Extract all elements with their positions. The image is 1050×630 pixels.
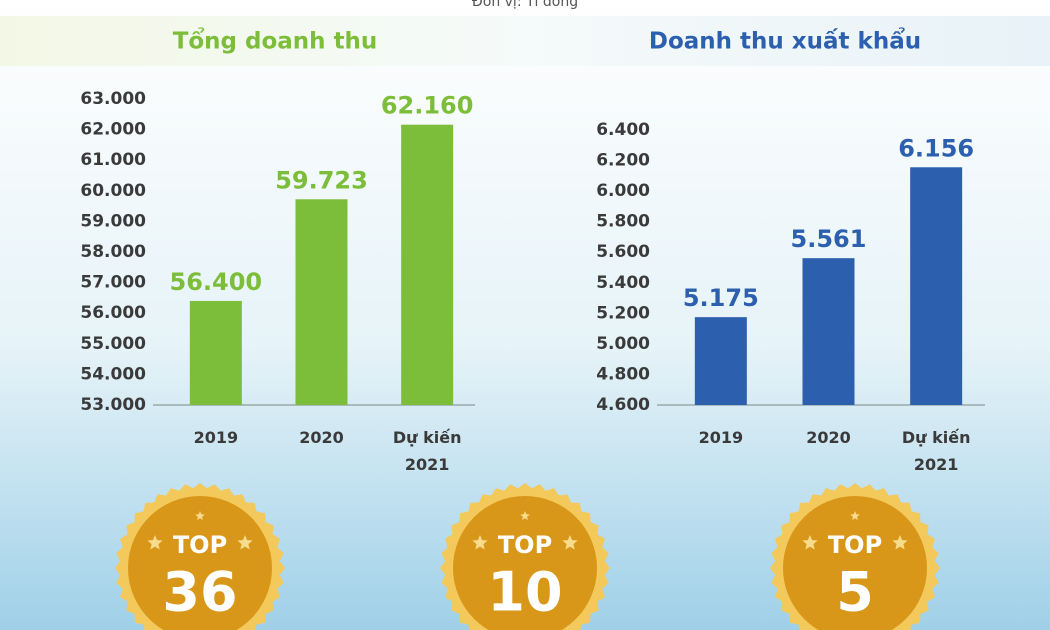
value-label: 56.400 xyxy=(170,268,263,296)
y-tick-label: 59.000 xyxy=(80,211,146,231)
x-tick-label: 2019 xyxy=(194,428,239,447)
bar xyxy=(189,300,242,405)
y-tick-label: 4.600 xyxy=(596,395,650,415)
badge-face xyxy=(128,496,272,630)
bar xyxy=(295,199,348,405)
y-tick-label: 5.800 xyxy=(596,212,650,232)
y-tick-label: 6.000 xyxy=(596,181,650,201)
y-tick-label: 56.000 xyxy=(80,303,146,323)
star-icon xyxy=(237,535,253,550)
value-label: 62.160 xyxy=(381,92,474,120)
x-tick-label: 2020 xyxy=(806,428,851,447)
y-tick-label: 63.000 xyxy=(80,89,146,109)
y-tick-label: 55.000 xyxy=(80,334,146,354)
y-tick-label: 61.000 xyxy=(80,150,146,170)
title-band xyxy=(0,16,1050,66)
star-icon xyxy=(562,535,578,550)
badge-face xyxy=(453,496,597,630)
chart-title: Doanh thu xuất khẩu xyxy=(649,27,921,55)
star-icon xyxy=(195,511,205,520)
badge-label: TOP xyxy=(173,531,227,559)
bar xyxy=(694,317,747,405)
star-icon xyxy=(520,511,530,520)
y-tick-label: 53.000 xyxy=(80,395,146,415)
y-tick-label: 62.000 xyxy=(80,120,146,140)
y-tick-label: 54.000 xyxy=(80,364,146,384)
y-tick-label: 5.600 xyxy=(596,242,650,262)
x-tick-label: 2020 xyxy=(299,428,344,447)
y-tick-label: 5.000 xyxy=(596,334,650,354)
badge-rank: 10 xyxy=(487,561,562,624)
bar xyxy=(802,258,855,405)
star-icon xyxy=(850,511,860,520)
value-label: 59.723 xyxy=(275,166,368,194)
bar xyxy=(910,167,963,405)
value-label: 5.175 xyxy=(683,284,759,312)
y-tick-label: 58.000 xyxy=(80,242,146,262)
y-tick-label: 60.000 xyxy=(80,181,146,201)
y-tick-label: 6.400 xyxy=(596,120,650,140)
star-icon xyxy=(472,535,488,550)
bar xyxy=(401,124,454,405)
value-label: 5.561 xyxy=(791,225,867,253)
x-tick-label: Dự kiến 2021 xyxy=(393,428,462,474)
star-icon xyxy=(802,535,818,550)
y-tick-label: 6.200 xyxy=(596,151,650,171)
badge-rank: 5 xyxy=(836,561,874,624)
badge-face xyxy=(783,496,927,630)
star-icon xyxy=(147,535,163,550)
star-icon xyxy=(892,535,908,550)
badge-label: TOP xyxy=(498,531,552,559)
y-tick-label: 5.400 xyxy=(596,273,650,293)
x-tick-label: Dự kiến 2021 xyxy=(902,428,971,474)
badge-rank: 36 xyxy=(162,561,237,624)
value-label: 6.156 xyxy=(898,134,974,162)
x-tick-label: 2019 xyxy=(699,428,744,447)
y-tick-label: 57.000 xyxy=(80,273,146,293)
badge-label: TOP xyxy=(828,531,882,559)
chart-title: Tổng doanh thu xyxy=(173,27,378,55)
y-tick-label: 4.800 xyxy=(596,364,650,384)
unit-note: Đơn vị: Tỉ đồng xyxy=(472,0,578,10)
y-tick-label: 5.200 xyxy=(596,303,650,323)
